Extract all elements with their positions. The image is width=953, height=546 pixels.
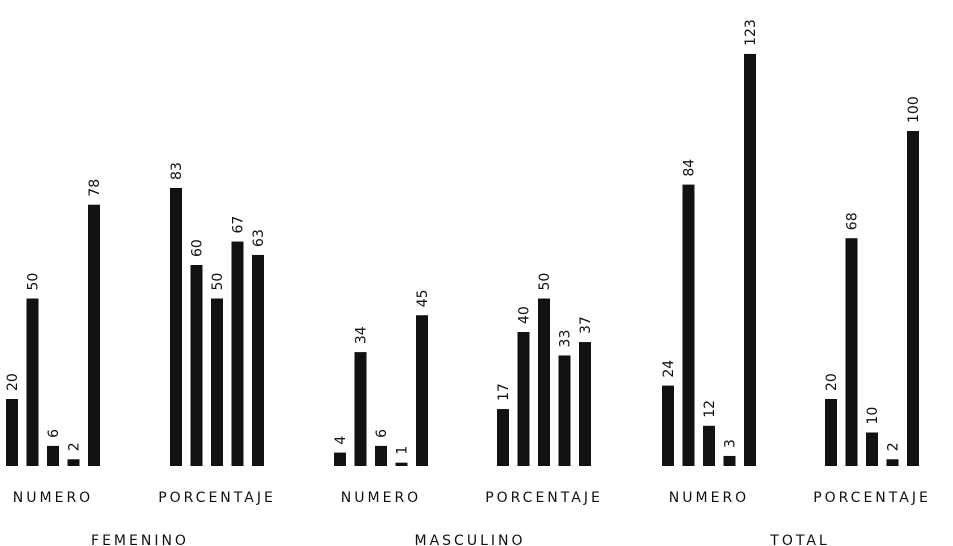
data-label: 45 (415, 289, 431, 307)
bar-masculino-numero-2 (354, 352, 367, 466)
data-label: 1 (395, 446, 411, 455)
bar-masculino-numero-5 (416, 315, 428, 466)
bar-total-porcentaje-3 (866, 432, 878, 466)
bar-total-numero-4 (723, 455, 736, 466)
data-label: 100 (906, 96, 922, 123)
data-label: 40 (517, 306, 533, 324)
data-label: 34 (354, 326, 370, 344)
bar-total-numero-1 (662, 385, 674, 466)
bar-total-porcentaje-4 (886, 459, 899, 466)
bar-femenino-porcentaje-2 (190, 265, 203, 466)
data-label: 20 (824, 373, 840, 391)
data-label: 78 (87, 179, 103, 197)
data-label: 10 (865, 407, 881, 425)
data-label: 50 (537, 273, 553, 291)
bars-layer (6, 53, 919, 466)
data-label: 50 (26, 273, 42, 291)
group-label-porcentaje: PORCENTAJE (813, 490, 931, 506)
data-label: 4 (333, 436, 349, 445)
bar-masculino-numero-3 (375, 445, 387, 466)
data-label: 6 (46, 429, 62, 438)
bar-masculino-numero-1 (334, 452, 346, 466)
group-label-numero: NUMERO (669, 490, 749, 506)
bar-femenino-porcentaje-3 (211, 298, 223, 466)
bar-total-porcentaje-2 (845, 238, 858, 466)
data-label: 6 (374, 429, 390, 438)
bar-femenino-numero-4 (67, 459, 80, 466)
bar-femenino-numero-5 (88, 204, 100, 466)
bar-total-numero-2 (682, 184, 695, 466)
bar-femenino-numero-2 (26, 298, 39, 466)
bar-masculino-porcentaje-1 (497, 409, 509, 466)
data-label: 84 (682, 159, 698, 177)
bar-masculino-porcentaje-3 (538, 298, 550, 466)
bar-total-numero-3 (703, 425, 715, 466)
group-label-porcentaje: PORCENTAJE (158, 490, 276, 506)
group-label-numero: NUMERO (13, 490, 93, 506)
data-label: 67 (231, 216, 247, 234)
data-label: 2 (886, 442, 902, 451)
bar-total-numero-5 (744, 53, 756, 466)
data-label: 83 (169, 162, 185, 180)
bar-masculino-porcentaje-5 (579, 342, 591, 466)
group-label-porcentaje: PORCENTAJE (485, 490, 603, 506)
bar-masculino-numero-4 (395, 462, 408, 466)
bar-femenino-porcentaje-5 (252, 254, 264, 466)
section-label-femenino: FEMENINO (91, 533, 189, 546)
bar-total-porcentaje-5 (907, 131, 919, 466)
section-label-masculino: MASCULINO (415, 533, 526, 546)
data-label: 63 (251, 229, 267, 247)
bar-femenino-numero-1 (6, 399, 18, 466)
bar-femenino-porcentaje-4 (231, 241, 244, 466)
labels-layer: 20506278NUMERO8360506763PORCENTAJEFEMENI… (5, 19, 931, 546)
data-label: 68 (845, 212, 861, 230)
bar-femenino-porcentaje-1 (170, 187, 182, 466)
data-label: 12 (702, 400, 718, 418)
data-label: 33 (558, 330, 574, 348)
data-label: 60 (190, 239, 206, 257)
bar-total-porcentaje-1 (825, 399, 837, 466)
data-label: 37 (578, 316, 594, 334)
bar-masculino-porcentaje-2 (517, 332, 530, 466)
bar-masculino-porcentaje-4 (558, 355, 571, 466)
bar-femenino-numero-3 (47, 445, 59, 466)
data-label: 3 (723, 439, 739, 448)
data-label: 123 (743, 19, 759, 46)
data-label: 2 (67, 442, 83, 451)
data-label: 24 (661, 360, 677, 378)
group-label-numero: NUMERO (341, 490, 421, 506)
data-label: 50 (210, 273, 226, 291)
data-label: 17 (496, 383, 512, 401)
data-label: 20 (5, 373, 21, 391)
section-label-total: TOTAL (769, 533, 829, 546)
